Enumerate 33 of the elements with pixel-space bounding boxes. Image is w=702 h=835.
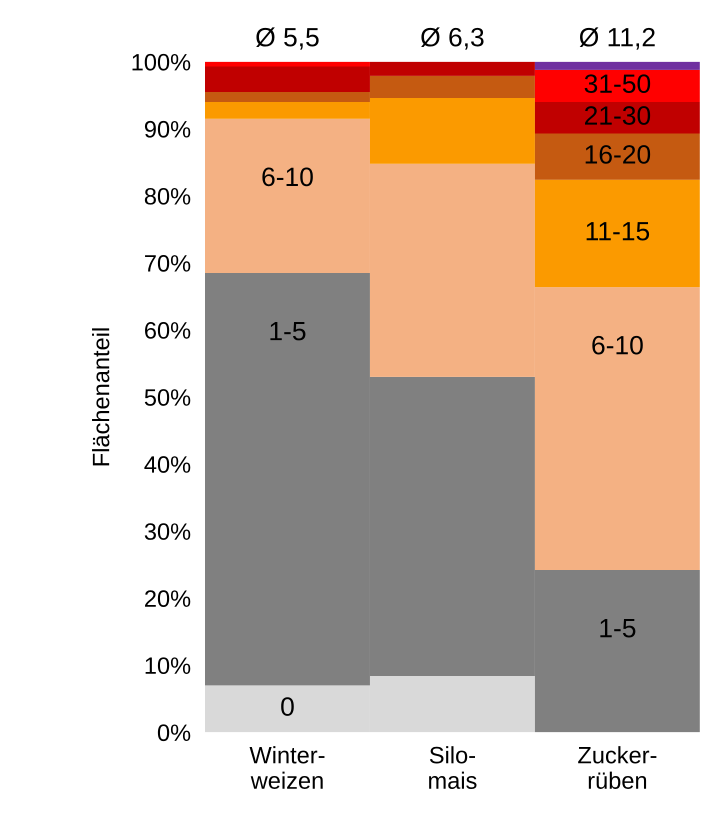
- annotation: 21-30: [584, 106, 650, 125]
- annotation: 1-5: [600, 619, 636, 638]
- bar: [534, 102, 700, 134]
- y-tick-label: 10%: [146, 657, 190, 674]
- bar: [204, 62, 370, 66]
- annotation: 16-20: [586, 145, 650, 164]
- y-tick-label: 70%: [145, 255, 190, 272]
- y-tick-label: 100%: [132, 54, 190, 71]
- x-tick-label: Silo- mais: [429, 746, 477, 789]
- annotation: 31-50: [584, 74, 650, 94]
- y-tick-label: 0%: [158, 724, 190, 742]
- annotation: 1-5: [270, 322, 306, 340]
- y-tick-label: 50%: [144, 389, 190, 406]
- bar: [534, 62, 700, 70]
- y-tick-label: 20%: [145, 590, 190, 607]
- annotation: 6-10: [262, 168, 313, 186]
- y-tick-label: 90%: [144, 120, 190, 138]
- annotation: 0: [281, 697, 294, 716]
- y-tick-label: 30%: [144, 523, 190, 540]
- text: Ø 11,2: [580, 27, 655, 50]
- text: Ø 6,3: [421, 27, 484, 50]
- y-tick-label: 40%: [144, 456, 190, 473]
- bar: [534, 180, 700, 288]
- x-tick-label: Zucker- rüben: [578, 746, 656, 789]
- x-tick-label: Winter- weizen: [250, 746, 324, 789]
- y-axis-title: Flächenanteil: [92, 328, 110, 466]
- text: Ø 5,5: [256, 27, 319, 50]
- y-tick-label: 80%: [144, 188, 190, 205]
- y-tick-label: 60%: [145, 322, 190, 339]
- bar: [534, 70, 700, 102]
- annotation: 11-15: [586, 222, 650, 241]
- bar: [534, 134, 700, 180]
- annotation: 6-10: [592, 336, 643, 355]
